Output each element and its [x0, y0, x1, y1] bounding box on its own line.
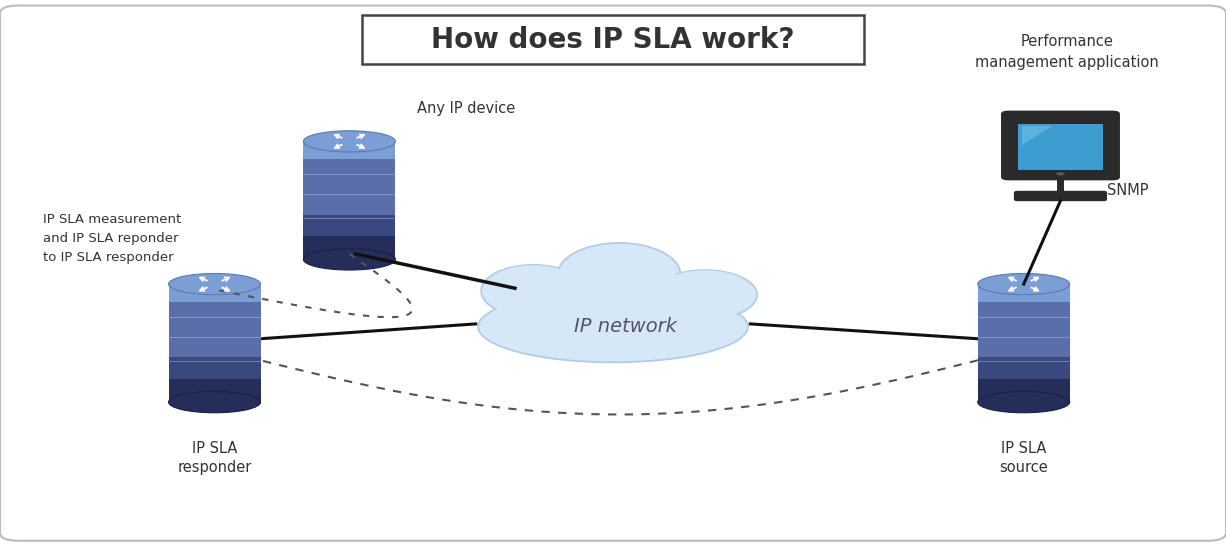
Bar — [303, 215, 395, 236]
Bar — [303, 194, 395, 215]
Bar — [168, 357, 260, 379]
FancyBboxPatch shape — [362, 15, 864, 64]
Text: SNMP: SNMP — [1107, 183, 1149, 198]
Bar — [303, 159, 395, 177]
Ellipse shape — [563, 244, 676, 300]
Polygon shape — [1022, 126, 1052, 145]
Bar — [1010, 170, 1111, 177]
Text: IP SLA measurement
and IP SLA reponder
to IP SLA responder: IP SLA measurement and IP SLA reponder t… — [43, 214, 181, 264]
Bar — [303, 177, 395, 194]
Bar — [168, 379, 260, 402]
Text: How does IP SLA work?: How does IP SLA work? — [432, 25, 794, 54]
Ellipse shape — [481, 265, 586, 317]
Ellipse shape — [478, 291, 748, 362]
Ellipse shape — [1057, 172, 1064, 176]
Bar — [978, 302, 1069, 320]
Bar — [168, 284, 260, 302]
FancyBboxPatch shape — [0, 5, 1226, 541]
Ellipse shape — [978, 273, 1069, 295]
Bar — [978, 284, 1069, 302]
Bar — [978, 320, 1069, 337]
Bar — [168, 337, 260, 357]
Text: Any IP device: Any IP device — [417, 101, 515, 116]
Bar — [168, 320, 260, 337]
Text: IP SLA
responder: IP SLA responder — [178, 440, 251, 475]
FancyBboxPatch shape — [1014, 191, 1107, 201]
Ellipse shape — [168, 273, 260, 295]
Text: Performance
management application: Performance management application — [975, 34, 1159, 70]
Bar — [303, 142, 395, 159]
Text: IP SLA
source: IP SLA source — [999, 440, 1048, 475]
Ellipse shape — [303, 131, 395, 152]
Bar — [168, 302, 260, 320]
Ellipse shape — [558, 243, 680, 306]
Bar — [303, 236, 395, 260]
Ellipse shape — [652, 270, 756, 320]
Ellipse shape — [484, 290, 742, 358]
FancyBboxPatch shape — [1000, 111, 1121, 180]
Ellipse shape — [485, 265, 581, 311]
Ellipse shape — [657, 270, 753, 314]
Bar — [978, 357, 1069, 379]
Bar — [1018, 124, 1102, 170]
Text: IP network: IP network — [574, 317, 677, 336]
Bar — [978, 379, 1069, 402]
Ellipse shape — [978, 391, 1069, 413]
Bar — [978, 337, 1069, 357]
Ellipse shape — [168, 391, 260, 413]
Ellipse shape — [303, 249, 395, 270]
